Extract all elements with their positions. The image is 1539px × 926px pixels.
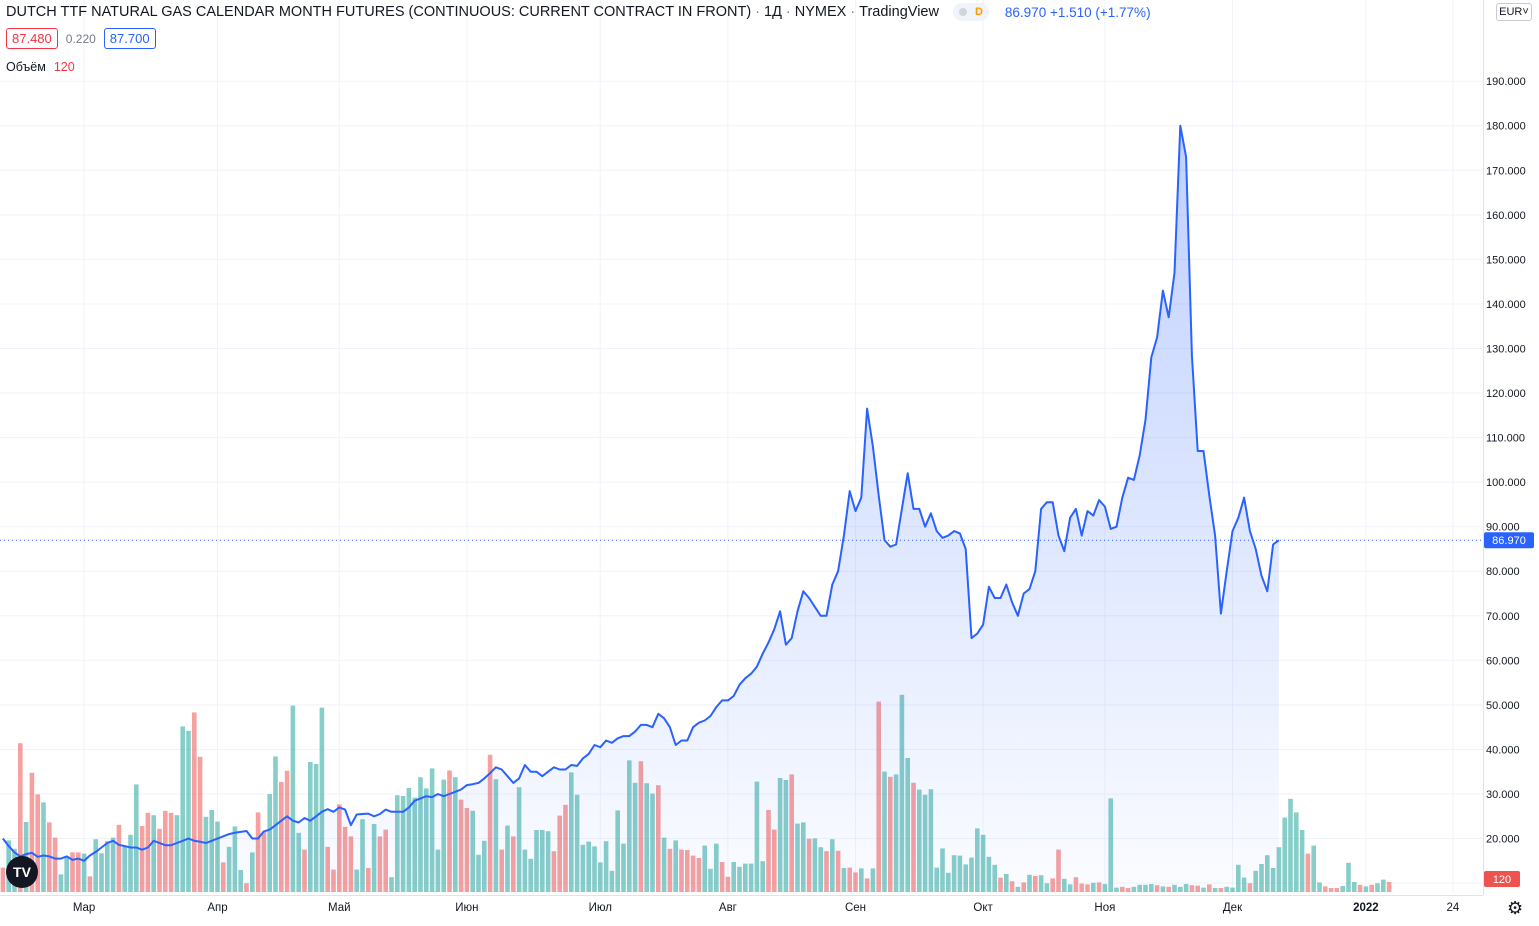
gear-icon[interactable]: ⚙ <box>1507 898 1524 918</box>
tradingview-logo-icon[interactable]: TV <box>6 856 38 888</box>
price-tick-label: 190.000 <box>1486 76 1526 88</box>
volume-bar <box>1323 886 1328 892</box>
spread-value: 0.220 <box>65 31 96 46</box>
volume-value: 120 <box>53 60 75 74</box>
price-tick-label: 20.000 <box>1486 834 1520 846</box>
volume-bar <box>41 802 46 892</box>
time-tick-label: Июл <box>589 902 612 914</box>
volume-tag-label: 120 <box>1493 874 1511 886</box>
sell-price-button[interactable]: 87.480 <box>6 28 58 49</box>
volume-bar <box>1282 817 1287 892</box>
price-area <box>2 125 1279 892</box>
last-price-tag <box>1484 532 1534 549</box>
axes <box>0 0 1484 896</box>
volume-bar <box>1340 886 1345 892</box>
price-tick-label: 40.000 <box>1486 744 1520 756</box>
price-tick-label: 170.000 <box>1486 165 1526 177</box>
volume-bar <box>1352 882 1357 892</box>
price-tick-label: 130.000 <box>1486 343 1526 355</box>
time-tick-label: Июн <box>455 902 478 914</box>
volume-bar <box>1369 884 1374 892</box>
time-tick-label: Апр <box>207 902 227 914</box>
volume-label[interactable]: Объём <box>6 60 46 74</box>
symbol-legend: DUTCH TTF NATURAL GAS CALENDAR MONTH FUT… <box>6 3 1151 21</box>
chevron-down-icon: ˅ <box>1522 6 1529 18</box>
status-letter: D <box>974 6 983 18</box>
price-tick-label: 180.000 <box>1486 121 1526 133</box>
volume-bar <box>18 743 23 892</box>
symbol-title[interactable]: DUTCH TTF NATURAL GAS CALENDAR MONTH FUT… <box>6 4 752 20</box>
axis-labels: 10.00020.00030.00040.00050.00060.00070.0… <box>73 76 1534 914</box>
brand-label: TradingView <box>859 4 939 20</box>
time-tick-label: Сен <box>845 902 866 914</box>
interval-label[interactable]: 1Д <box>764 4 782 20</box>
currency-selector[interactable]: EUR ˅ <box>1496 3 1532 21</box>
time-tick-label: 2022 <box>1353 902 1379 914</box>
volume-bar <box>1288 798 1293 892</box>
price-tick-label: 160.000 <box>1486 210 1526 222</box>
volume-bar <box>180 726 185 892</box>
time-tick-label: Мар <box>73 902 96 914</box>
price-tick-label: 120.000 <box>1486 388 1526 400</box>
volume-bar <box>1305 853 1311 892</box>
volume-bar <box>319 707 325 892</box>
volume-tag <box>1484 871 1520 887</box>
exchange-label: NYMEX <box>794 4 847 20</box>
volume-bar <box>1386 882 1392 892</box>
volume-bar <box>29 772 35 892</box>
volume-legend: Объём 120 <box>6 60 75 74</box>
volume-bar <box>1311 845 1316 892</box>
volume-bar <box>1299 830 1305 892</box>
volume-bar <box>1328 888 1334 892</box>
last-price: 86.970 <box>1004 4 1047 20</box>
volume-bar <box>134 784 139 892</box>
price-tick-label: 50.000 <box>1486 700 1520 712</box>
price-tick-label: 110.000 <box>1486 433 1525 445</box>
quote-row: 87.480 0.220 87.700 <box>6 28 156 49</box>
volume-bar <box>1363 886 1369 892</box>
currency-label: EUR <box>1499 6 1523 18</box>
volume-bar <box>290 705 296 892</box>
volume-bar <box>197 756 203 892</box>
volume-bar <box>35 794 40 892</box>
price-tick-label: 30.000 <box>1486 789 1520 801</box>
price-line <box>2 124 1280 862</box>
volume-bar <box>192 712 197 892</box>
price-tick-label: 80.000 <box>1486 566 1520 578</box>
price-tick-label: 140.000 <box>1486 299 1526 311</box>
time-tick-label: 24 <box>1447 902 1460 914</box>
time-tick-label: Окт <box>973 902 993 914</box>
last-quote: 86.970 +1.510 (+1.77%) <box>1005 5 1151 20</box>
time-tick-label: Май <box>328 902 351 914</box>
volume-bar <box>1375 883 1380 892</box>
time-tick-label: Дек <box>1223 902 1243 914</box>
time-tick-label: Ноя <box>1094 902 1115 914</box>
price-tick-label: 70.000 <box>1486 611 1520 623</box>
status-dot-icon <box>958 8 967 16</box>
price-change-pct: (+1.77%) <box>1095 4 1151 20</box>
price-change: +1.510 <box>1049 4 1092 20</box>
price-tick-label: 100.000 <box>1486 477 1526 489</box>
price-tick-label: 90.000 <box>1486 522 1520 534</box>
buy-price-button[interactable]: 87.700 <box>103 28 156 49</box>
volume-bar <box>1334 888 1340 892</box>
last-price-tag-label: 86.970 <box>1492 535 1526 547</box>
volume-bar <box>1294 812 1299 892</box>
price-tick-label: 60.000 <box>1486 655 1520 667</box>
volume-bar <box>186 730 191 892</box>
volume-bar <box>1381 879 1386 892</box>
price-tick-label: 150.000 <box>1486 254 1526 266</box>
time-tick-label: Авг <box>719 902 737 914</box>
market-status-badge[interactable]: D <box>952 3 989 21</box>
grid-lines <box>0 0 1483 892</box>
volume-bar <box>1346 862 1351 892</box>
volume-bar <box>1317 882 1322 892</box>
volume-bar <box>1357 884 1363 892</box>
